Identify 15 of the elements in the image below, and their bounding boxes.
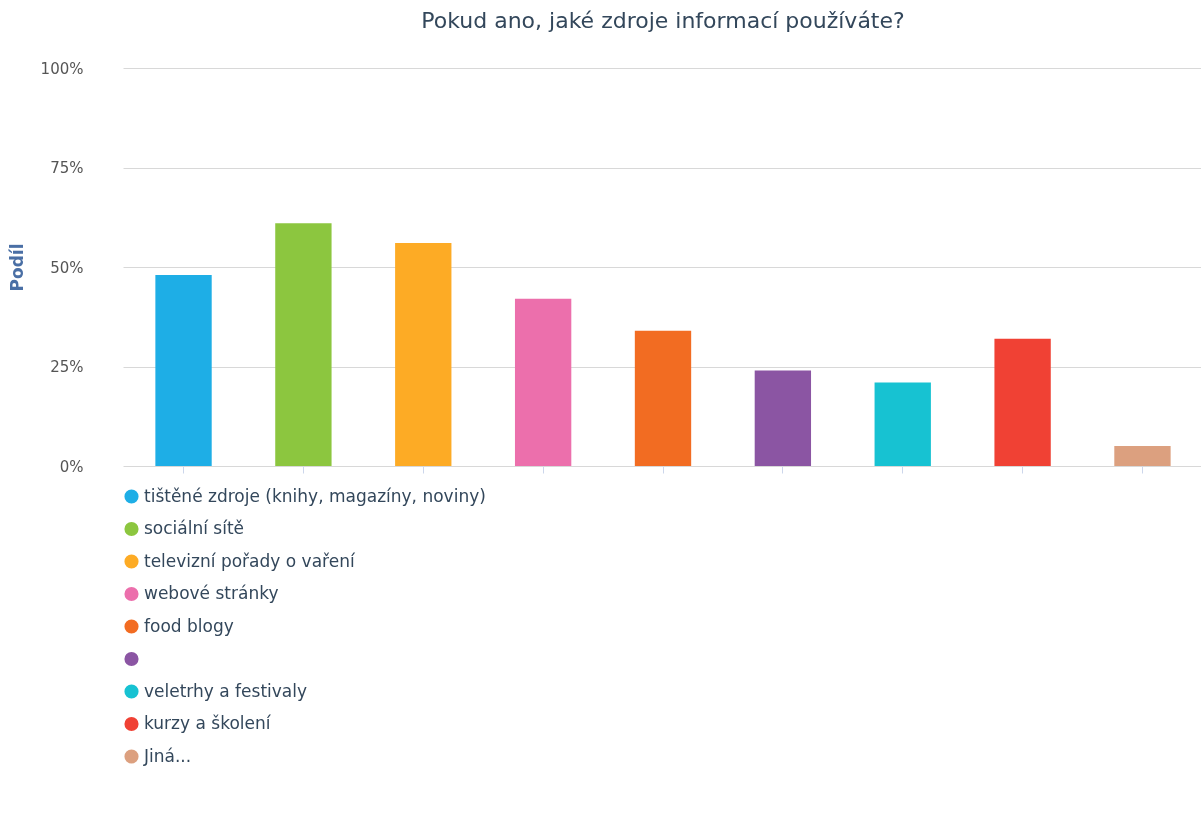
y-tick-label: 25% — [50, 358, 84, 376]
y-tick-label: 75% — [50, 159, 84, 177]
legend-label: veletrhy a festivaly — [144, 680, 308, 701]
y-tick-label: 0% — [59, 457, 84, 476]
legend-label: televizní pořady o vaření — [144, 550, 356, 571]
legend-label: kurzy a školení — [144, 713, 272, 733]
legend-label: food blogy — [144, 615, 234, 636]
legend-label: webové stránky — [144, 583, 279, 603]
chart-title: Pokud ano, jaké zdroje informací používáte? — [421, 8, 905, 33]
legend-label: Jiná... — [143, 745, 192, 766]
legend-label: sociální sítě — [144, 518, 245, 538]
y-tick-label: 50% — [50, 258, 84, 277]
legend-label: tištěné zdroje (knihy, magazíny, noviny) — [144, 485, 486, 506]
y-axis-title: Podíl — [6, 243, 27, 292]
y-tick-label: 100% — [40, 59, 84, 78]
